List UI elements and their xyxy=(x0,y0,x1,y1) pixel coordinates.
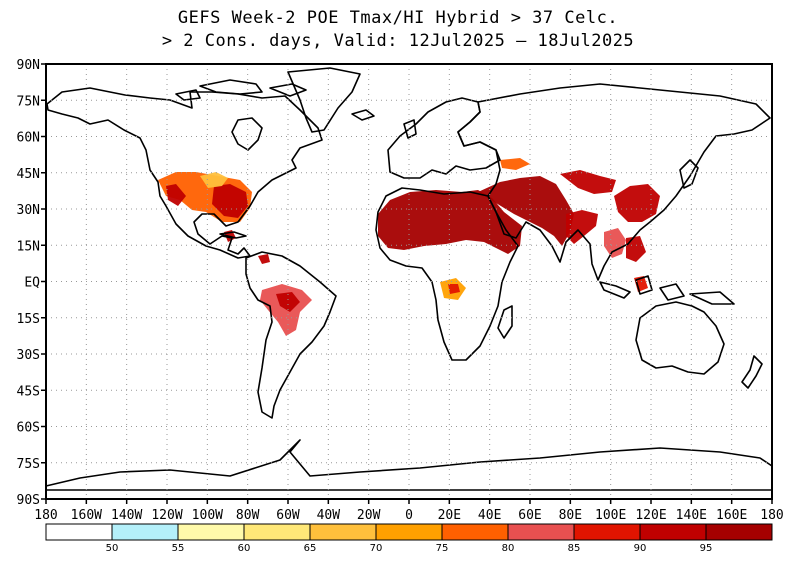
lat-label: EQ xyxy=(24,276,40,291)
lon-label: 80W xyxy=(236,508,260,523)
lon-label: 20W xyxy=(357,508,381,523)
colorbar-swatch xyxy=(441,523,509,541)
hazard-area xyxy=(478,176,574,246)
coast-madagascar xyxy=(497,305,513,339)
lon-label: 60W xyxy=(276,508,300,523)
hazard-areas xyxy=(158,158,660,336)
lat-label: 45S xyxy=(17,384,40,399)
lat-label: 15S xyxy=(17,312,40,327)
colorbar-label: 75 xyxy=(436,543,449,554)
colorbar-label: 65 xyxy=(304,543,317,554)
lon-label: 180 xyxy=(34,508,57,523)
colorbar-swatch xyxy=(375,523,443,541)
colorbar-label: 95 xyxy=(700,543,713,554)
colorbar-swatch xyxy=(177,523,245,541)
hazard-area xyxy=(378,190,522,254)
lon-label: 140E xyxy=(676,508,707,523)
lat-label: 45N xyxy=(17,167,40,182)
coast-europe xyxy=(387,97,501,179)
lon-label: 40W xyxy=(317,508,341,523)
map-frame xyxy=(45,63,773,500)
colorbar-label: 80 xyxy=(502,543,515,554)
colorbar-label: 50 xyxy=(106,543,119,554)
lon-label: 120E xyxy=(635,508,666,523)
hazard-area xyxy=(276,292,300,312)
lat-label: 30N xyxy=(17,203,40,218)
coast-hudson-bay xyxy=(231,117,263,151)
longitude-labels: 180 160W 140W 120W 100W 80W 60W 40W 20W 0 20E 40E 60… xyxy=(34,508,783,523)
coast-australia xyxy=(635,301,725,375)
hazard-area xyxy=(626,236,646,262)
coast-south-america xyxy=(245,251,337,419)
coast-japan xyxy=(679,159,699,189)
lon-label: 20E xyxy=(438,508,461,523)
colorbar-label: 55 xyxy=(172,543,185,554)
hazard-area xyxy=(166,184,186,206)
colorbar-swatch xyxy=(45,523,113,541)
latitude-labels: 90N 75N 60N 45N 30N 15N EQ 15S 30S 45S 60S 75S 90S xyxy=(17,58,41,508)
hazard-area xyxy=(566,210,598,244)
lat-label: 15N xyxy=(17,239,40,254)
colorbar-swatch xyxy=(705,523,773,541)
lon-label: 100W xyxy=(192,508,223,523)
lon-label: 180 xyxy=(760,508,783,523)
lon-label: 0 xyxy=(405,508,413,523)
colorbar-swatch xyxy=(573,523,641,541)
lon-label: 140W xyxy=(111,508,142,523)
coast-greenland xyxy=(287,67,361,133)
coast-indonesia xyxy=(599,275,735,305)
colorbar-label: 60 xyxy=(238,543,251,554)
coast-arctic-islands xyxy=(175,79,307,101)
coastlines xyxy=(45,67,773,491)
map-title-line1: GEFS Week-2 POE Tmax/HI Hybrid > 37 Celc… xyxy=(177,8,619,28)
lat-label: 30S xyxy=(17,348,40,363)
hazard-area xyxy=(260,284,312,336)
colorbar: 50 55 60 65 70 75 80 85 90 95 xyxy=(45,523,773,554)
coast-british-isles xyxy=(403,119,417,139)
hazard-area xyxy=(560,170,616,194)
lat-label: 60N xyxy=(17,131,40,146)
lon-label: 160E xyxy=(716,508,747,523)
lon-label: 80E xyxy=(559,508,582,523)
coast-antarctica xyxy=(45,439,773,491)
lon-label: 120W xyxy=(151,508,182,523)
lon-label: 160W xyxy=(71,508,102,523)
lat-label: 60S xyxy=(17,421,40,436)
colorbar-swatch xyxy=(309,523,377,541)
coast-iceland xyxy=(351,109,375,121)
colorbar-label: 85 xyxy=(568,543,581,554)
lon-label: 40E xyxy=(478,508,501,523)
coast-new-zealand xyxy=(741,355,763,389)
hazard-area xyxy=(614,184,660,222)
lat-label: 90S xyxy=(17,493,40,508)
coast-cuba xyxy=(219,231,247,239)
colorbar-swatch xyxy=(111,523,179,541)
hazard-area xyxy=(500,158,530,170)
lat-label: 90N xyxy=(17,58,40,73)
colorbar-label: 70 xyxy=(370,543,383,554)
coast-africa xyxy=(375,187,519,361)
colorbar-swatch xyxy=(639,523,707,541)
lon-label: 100E xyxy=(595,508,626,523)
coast-asia xyxy=(457,83,771,281)
hazard-area xyxy=(604,228,626,258)
hazard-area xyxy=(448,284,460,294)
colorbar-swatch xyxy=(507,523,575,541)
colorbar-swatch xyxy=(243,523,311,541)
graticule xyxy=(41,63,773,504)
colorbar-label: 90 xyxy=(634,543,647,554)
lat-label: 75N xyxy=(17,94,40,109)
hazard-area xyxy=(258,254,270,264)
map-title-line2: > 2 Cons. days, Valid: 12Jul2025 – 18Jul… xyxy=(161,31,635,51)
lon-label: 60E xyxy=(518,508,541,523)
lat-label: 75S xyxy=(17,457,40,472)
